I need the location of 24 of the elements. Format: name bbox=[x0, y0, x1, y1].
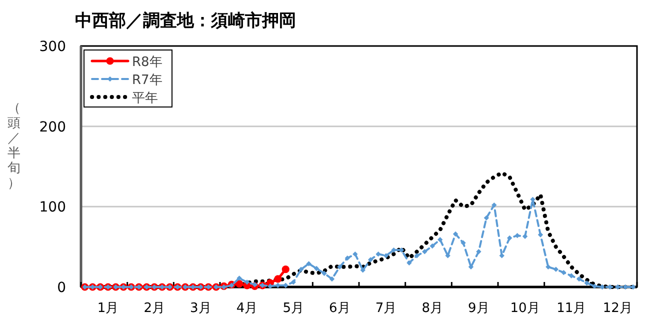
x-tick-label: 9月 bbox=[468, 301, 490, 316]
x-tick-label: 10月 bbox=[510, 301, 540, 316]
y-tick-label: 100 bbox=[39, 200, 66, 216]
x-tick-label: 4月 bbox=[236, 301, 258, 316]
x-tick-label: 12月 bbox=[602, 301, 632, 316]
y-tick-label: 300 bbox=[39, 39, 66, 55]
x-tick-label: 6月 bbox=[329, 301, 350, 316]
y-tick-label: 200 bbox=[39, 119, 66, 136]
x-tick-label: 2月 bbox=[144, 301, 165, 316]
legend-label: 平年 bbox=[132, 91, 158, 106]
x-tick-label: 11月 bbox=[556, 301, 586, 316]
chart-title: 中西部／調査地：須崎市押岡 bbox=[75, 11, 296, 31]
x-tick-label: 8月 bbox=[422, 301, 443, 316]
x-tick-label: 7月 bbox=[375, 301, 397, 316]
x-tick-label: 3月 bbox=[190, 301, 212, 316]
point bbox=[282, 266, 290, 274]
y-tick-label: 0 bbox=[57, 280, 66, 296]
point bbox=[236, 280, 244, 288]
x-tick-label: 1月 bbox=[97, 301, 119, 316]
x-tick-label: 5月 bbox=[282, 301, 304, 316]
point bbox=[274, 275, 282, 283]
y-axis-title: （頭／半旬） bbox=[8, 101, 20, 191]
legend-label: R8年 bbox=[132, 55, 162, 70]
legend-label: R7年 bbox=[132, 73, 162, 88]
